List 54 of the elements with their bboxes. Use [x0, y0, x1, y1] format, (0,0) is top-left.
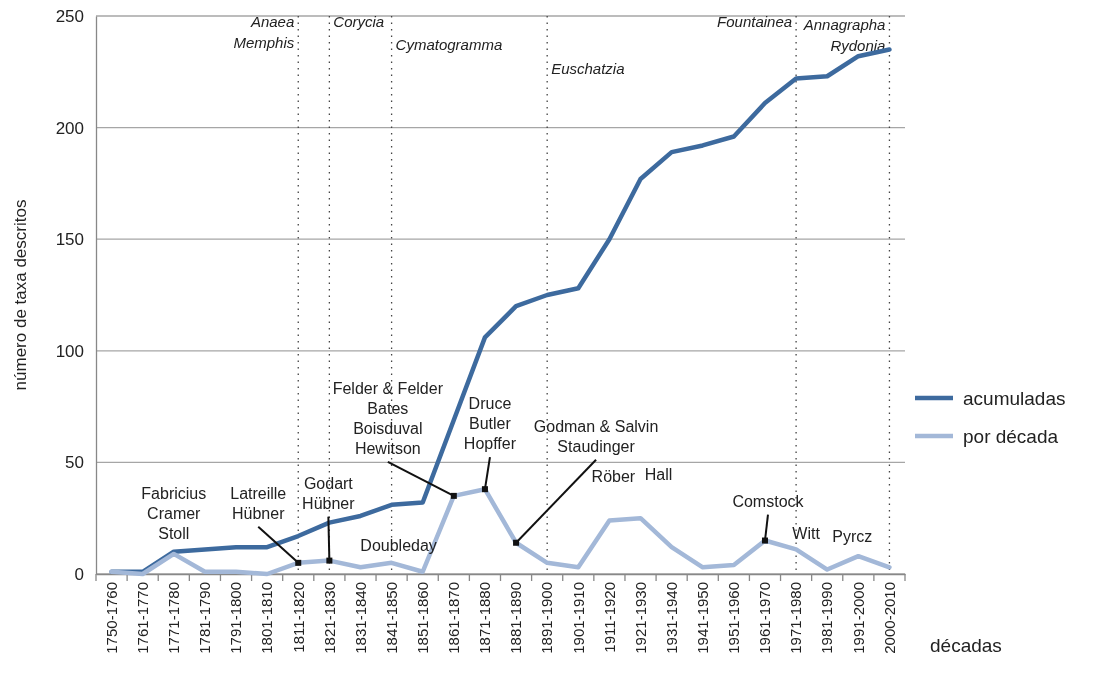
annotation: Latreille Hübner — [230, 484, 287, 522]
annotation: Felder & Felder Bates Boisduval Hewitson — [332, 379, 444, 457]
x-tick-label: 1931-1940 — [662, 582, 680, 654]
ref-line-label: Anaea Memphis — [233, 13, 295, 51]
annotation: Fabricius Cramer Stoll — [141, 484, 207, 542]
y-axis-title: número de taxa descritos — [11, 199, 30, 391]
annotation: Röber — [591, 468, 636, 486]
x-tick-label: 1861-1870 — [445, 582, 463, 654]
y-tick-label: 200 — [55, 118, 84, 138]
x-tick-label: 1991-2000 — [849, 582, 867, 654]
annotation: Godart Hübner — [302, 474, 356, 512]
annotation: Godman & Salvin Staudinger — [533, 417, 659, 455]
legend-label: por década — [963, 425, 1059, 447]
x-tick-label: 1921-1930 — [631, 582, 649, 654]
ref-line-label: Annagrapha Rydonia — [802, 16, 886, 54]
y-tick-label: 0 — [74, 564, 84, 584]
y-tick-label: 250 — [55, 6, 84, 26]
ref-line-label: Fountainea — [717, 13, 793, 30]
x-tick-label: 1791-1800 — [227, 582, 245, 654]
x-tick-label: 1961-1970 — [756, 582, 774, 654]
x-tick-label: 1811-1820 — [289, 582, 307, 653]
x-tick-label: 1951-1960 — [725, 582, 743, 654]
annotation: Witt — [792, 525, 821, 543]
y-tick-label: 150 — [55, 230, 84, 250]
x-tick-label: 1750-1760 — [102, 582, 120, 654]
x-axis-title: décadas — [930, 635, 1002, 656]
x-tick-label: 1981-1990 — [818, 582, 836, 654]
ref-line-label: Cymatogramma — [395, 36, 503, 53]
x-tick-label: 2000-2010 — [880, 582, 898, 654]
annotation: Doubleday — [360, 536, 437, 554]
x-tick-label: 1851-1860 — [413, 582, 431, 654]
x-tick-label: 1801-1810 — [258, 582, 276, 654]
x-tick-label: 1761-1770 — [133, 582, 151, 654]
x-tick-label: 1891-1900 — [538, 582, 556, 654]
x-tick-label: 1821-1830 — [320, 582, 338, 654]
annotation: Hall — [644, 466, 673, 484]
x-tick-label: 1781-1790 — [196, 582, 214, 654]
x-tick-label: 1881-1890 — [507, 582, 525, 654]
annotation: Pyrcz — [832, 528, 873, 546]
ref-line-label: Euschatzia — [551, 60, 625, 77]
x-tick-label: 1841-1850 — [382, 582, 400, 654]
ref-line-label: Corycia — [333, 13, 385, 30]
legend-label: acumuladas — [963, 387, 1066, 409]
x-tick-label: 1831-1840 — [351, 582, 369, 654]
x-tick-label: 1771-1780 — [165, 582, 183, 654]
x-tick-label: 1911-1920 — [600, 582, 618, 653]
annotation: Comstock — [732, 492, 805, 510]
x-tick-label: 1901-1910 — [569, 582, 587, 654]
y-tick-label: 100 — [55, 341, 84, 361]
x-tick-label: 1871-1880 — [476, 582, 494, 654]
annotation: Druce Butler Hopffer — [463, 395, 517, 453]
y-tick-label: 50 — [65, 453, 84, 473]
x-tick-label: 1941-1950 — [694, 582, 711, 654]
x-tick-label: 1971-1980 — [787, 582, 805, 654]
